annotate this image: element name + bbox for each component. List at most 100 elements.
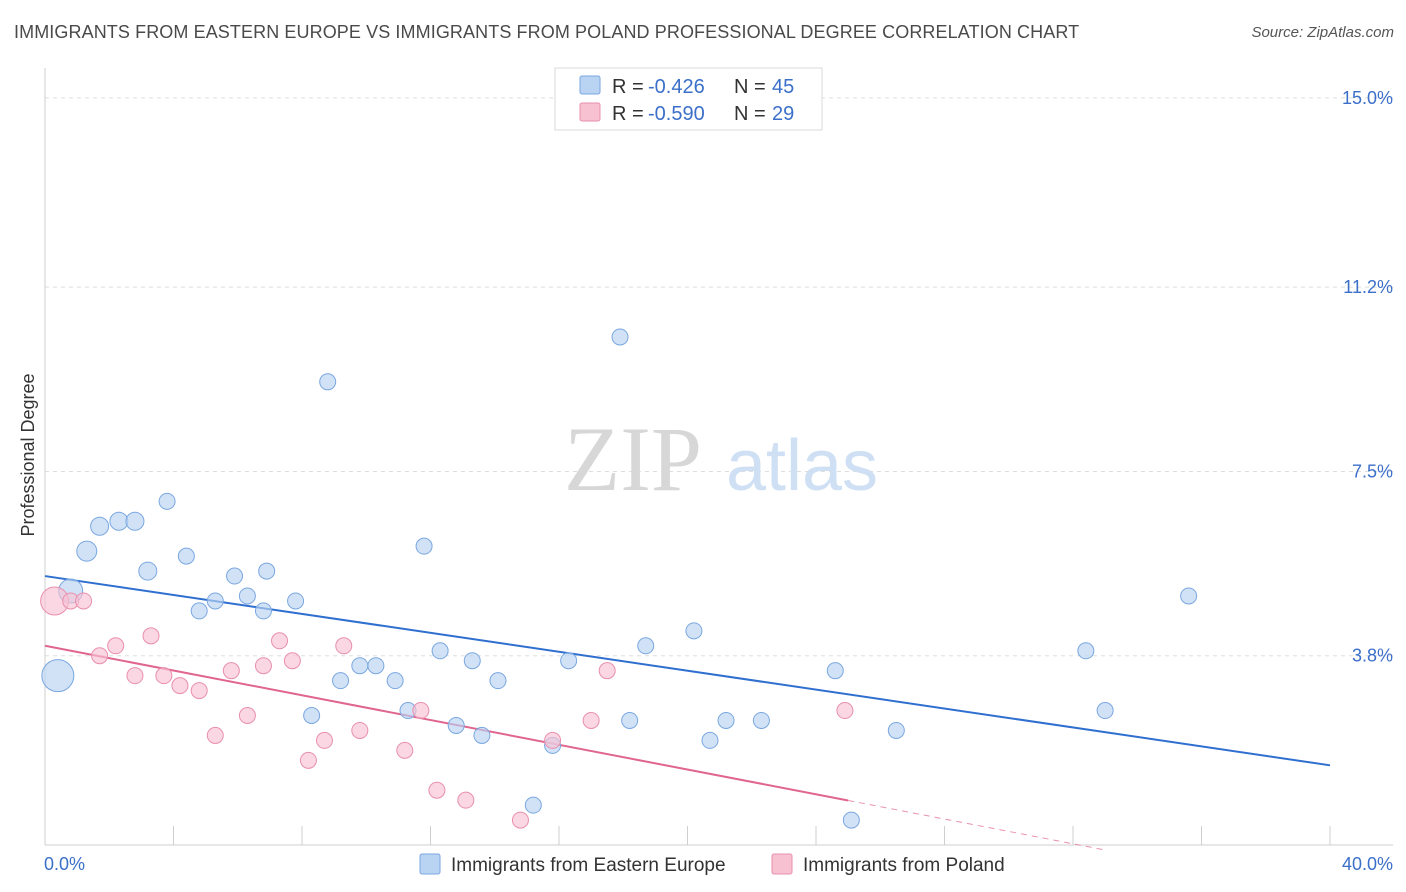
legend-n-value: 45 [772,76,794,98]
y-tick-label: 11.2% [1343,277,1393,297]
point-eastern-europe [258,562,276,580]
trend-lines [44,575,1331,851]
watermark-atlas: atlas [726,426,878,506]
point-eastern-europe [226,567,244,585]
legend-swatch-blue [579,75,601,95]
point-eastern-europe [287,592,305,610]
point-eastern-europe [717,711,735,729]
point-eastern-europe [125,511,145,531]
point-poland [511,811,529,829]
point-poland [271,632,289,650]
point-eastern-europe [351,657,369,675]
point-eastern-europe [473,726,491,744]
point-poland [75,592,93,610]
point-poland [206,726,224,744]
point-eastern-europe [158,492,176,510]
axes [44,68,1393,846]
point-poland [582,711,600,729]
point-eastern-europe [415,537,433,555]
point-eastern-europe [621,711,639,729]
y-tick-label: 7.5% [1352,461,1393,481]
point-poland [544,731,562,749]
point-poland [283,652,301,670]
point-eastern-europe [560,652,578,670]
point-eastern-europe [611,328,629,346]
chart-title: IMMIGRANTS FROM EASTERN EUROPE VS IMMIGR… [14,22,1080,42]
legend-n-value: 29 [772,103,794,125]
point-eastern-europe [524,796,542,814]
point-poland [190,682,208,700]
point-eastern-europe [238,587,256,605]
point-poland [335,637,353,655]
point-poland [238,707,256,725]
point-poland [351,721,369,739]
point-eastern-europe [489,672,507,690]
point-poland [254,657,272,675]
point-eastern-europe [637,637,655,655]
bottom-legend-label: Immigrants from Eastern Europe [451,855,726,876]
legend-n-label: N = [734,103,766,125]
point-poland [412,702,430,720]
point-poland [836,702,854,720]
point-eastern-europe [109,511,129,531]
legend-n-label: N = [734,76,766,98]
legend-r-label: R = [612,103,644,125]
point-eastern-europe [842,811,860,829]
bottom-legend-swatch-blue [419,853,441,875]
point-eastern-europe [752,711,770,729]
point-eastern-europe [177,547,195,565]
gridlines [45,97,1393,657]
y-tick-labels: 3.8% 7.5% 11.2% 15.0% [1342,88,1393,666]
y-tick-label: 15.0% [1342,88,1393,108]
point-poland [315,731,333,749]
point-poland [222,662,240,680]
point-eastern-europe [887,721,905,739]
point-eastern-europe [685,622,703,640]
point-eastern-europe [303,707,321,725]
point-poland [299,751,317,769]
point-eastern-europe [701,731,719,749]
trend-line-poland-extension [848,799,1106,851]
point-poland [142,627,160,645]
point-eastern-europe [386,672,404,690]
point-eastern-europe [367,657,385,675]
point-poland [598,662,616,680]
legend-r-value: -0.426 [648,76,705,98]
point-eastern-europe [90,516,110,536]
point-poland [396,741,414,759]
y-tick-label: 3.8% [1352,646,1393,666]
trend-line-poland [44,644,849,802]
point-poland [428,781,446,799]
bottom-legend-label: Immigrants from Poland [803,855,1005,876]
point-eastern-europe [826,662,844,680]
point-eastern-europe [41,659,75,693]
bottom-legend: Immigrants from Eastern Europe Immigrant… [419,853,1005,876]
source-label: Source: ZipAtlas.com [1251,24,1394,41]
point-eastern-europe [463,652,481,670]
point-eastern-europe [431,642,449,660]
point-eastern-europe [319,373,337,391]
point-eastern-europe [1077,642,1095,660]
legend: R = -0.426 N = 45 R = -0.590 N = 29 [554,67,823,131]
x-tick-label: 0.0% [44,854,85,874]
point-eastern-europe [76,540,98,562]
legend-r-value: -0.590 [648,103,705,125]
data-points [40,328,1198,829]
point-poland [155,667,173,685]
point-poland [126,667,144,685]
watermark-zip: ZIP [564,408,702,510]
point-eastern-europe [254,602,272,620]
legend-r-label: R = [612,76,644,98]
legend-swatch-pink [579,102,601,122]
x-tick-labels: 0.0% 40.0% [44,854,1393,874]
y-axis-title: Professional Degree [18,373,38,536]
point-eastern-europe [332,672,350,690]
point-eastern-europe [138,561,158,581]
watermark: ZIP atlas [564,408,878,510]
point-poland [91,647,109,665]
point-poland [457,791,475,809]
point-poland [107,637,125,655]
point-eastern-europe [206,592,224,610]
point-eastern-europe [1096,702,1114,720]
